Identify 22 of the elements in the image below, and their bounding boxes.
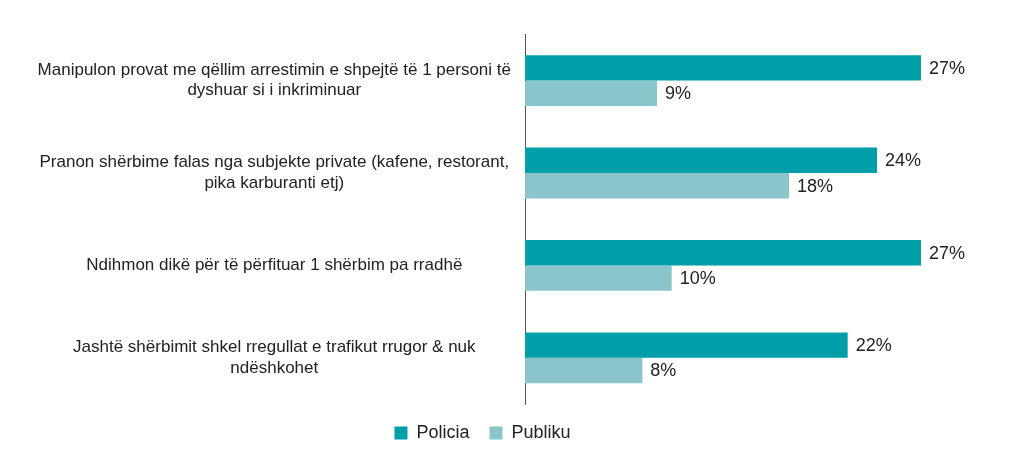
data-label: 10% <box>679 268 716 289</box>
bar <box>525 357 643 384</box>
bar <box>525 173 789 199</box>
y-tick-label: Ndihmon dikë për të përfituar 1 shërbim pa rradhë <box>86 255 463 275</box>
bar <box>525 147 877 173</box>
bar <box>525 265 672 291</box>
y-tick-label: Pranon shërbime falas nga subjekte private (kafene, restorant, pika karburanti etj) <box>39 152 510 192</box>
legend-label: Publiku <box>511 421 571 442</box>
legend-label: Policia <box>416 421 471 442</box>
data-label: 22% <box>855 335 892 356</box>
data-label: 27% <box>929 242 966 263</box>
data-label: 9% <box>665 83 692 104</box>
data-label: 8% <box>650 360 677 381</box>
data-label: 18% <box>797 175 834 196</box>
bar <box>525 80 657 107</box>
bar <box>525 55 921 81</box>
y-tick-label: Jashtë shërbimit shkel rregullat e trafikut rrugor & nuk ndëshkohet <box>73 337 477 377</box>
bar <box>525 239 921 266</box>
bar <box>525 332 848 358</box>
data-label: 24% <box>885 150 922 171</box>
data-label: 27% <box>929 57 966 78</box>
y-tick-label: Manipulon provat me qëllim arrestimin e shpejtë të 1 personi të dyshuar si i inkriminuar <box>37 60 511 100</box>
